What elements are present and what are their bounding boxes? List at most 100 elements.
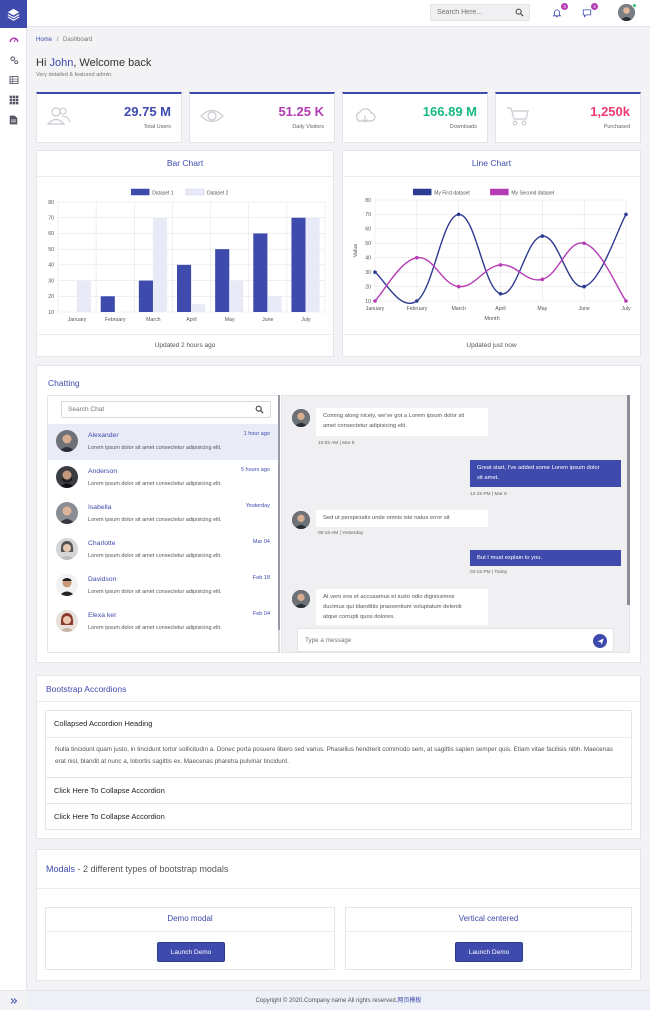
card-divider xyxy=(46,931,334,932)
card-divider xyxy=(343,176,640,177)
cart-icon xyxy=(507,107,529,126)
bar xyxy=(138,280,153,312)
notifications-button[interactable]: 3 xyxy=(549,3,568,21)
x-tick-label: July xyxy=(301,317,311,323)
chat-search-input[interactable] xyxy=(62,402,242,417)
vertical-modal-title: Vertical centered xyxy=(458,914,519,923)
stat-label: Downloads xyxy=(449,124,477,130)
file-icon xyxy=(9,115,18,125)
bar-chart-footer: Updated 2 hours ago xyxy=(37,334,333,356)
stat-card-purchased: 1,250k Purchased xyxy=(495,92,641,143)
bar xyxy=(229,280,244,312)
contact-time: 1 hour ago xyxy=(243,431,270,437)
search-icon[interactable] xyxy=(515,8,524,17)
messages-button[interactable]: 4 xyxy=(579,3,598,21)
contact-time: Mar 04 xyxy=(252,539,270,545)
x-tick-label: January xyxy=(366,306,385,312)
accordion-heading[interactable]: Click Here To Collapse Accordion xyxy=(54,812,165,821)
contact-last-message: Lorem ipsum dolor sit amet consectetur a… xyxy=(88,553,222,559)
header-search-input[interactable] xyxy=(431,5,511,20)
bar xyxy=(305,217,320,312)
accordion-heading[interactable]: Collapsed Accordion Heading xyxy=(54,719,153,728)
chat-search xyxy=(61,401,271,418)
legend-label: My Second dataset xyxy=(511,191,554,197)
contact-name: Isabella xyxy=(88,504,112,511)
bell-icon xyxy=(552,9,562,18)
dashboard-icon xyxy=(8,37,19,43)
contact-list-scrollbar-thumb[interactable] xyxy=(278,395,280,630)
sidebar-item-settings[interactable] xyxy=(0,50,27,70)
eye-icon xyxy=(200,109,224,123)
bar xyxy=(215,249,230,312)
welcome-suffix: , Welcome back xyxy=(73,57,152,69)
brand-logo[interactable] xyxy=(0,0,27,28)
chat-contact-item[interactable]: Anderson 5 hours ago Lorem ipsum dolor s… xyxy=(48,460,279,496)
chat-contact-item[interactable]: Elexa ker Feb 04 Lorem ipsum dolor sit a… xyxy=(48,604,279,640)
sidebar-toggle[interactable] xyxy=(0,990,27,1010)
contact-avatar xyxy=(56,610,78,632)
data-point xyxy=(582,284,586,289)
y-tick-label: 70 xyxy=(48,216,54,222)
accordion-heading[interactable]: Click Here To Collapse Accordion xyxy=(54,786,165,795)
card-divider xyxy=(37,888,640,889)
contact-time: Yesterday xyxy=(245,503,270,509)
y-tick-label: 50 xyxy=(48,247,54,253)
vertical-modal-card: Vertical centered Launch Demo xyxy=(345,907,632,970)
send-button[interactable] xyxy=(593,634,607,648)
bar-chart-title: Bar Chart xyxy=(166,158,204,168)
line-chart-title: Line Chart xyxy=(471,158,512,168)
message-text-line: But I must explain to you. xyxy=(477,555,543,561)
data-point xyxy=(456,212,461,217)
launch-vertical-demo-button[interactable]: Launch Demo xyxy=(455,942,523,962)
message-input[interactable] xyxy=(298,629,568,651)
online-status-dot xyxy=(632,3,637,8)
y-tick-label: 10 xyxy=(48,310,54,316)
footer-text: Copyright © 2020.Company name All rights… xyxy=(255,998,398,1004)
search-icon[interactable] xyxy=(255,405,264,414)
accordion-body: Nulla tincidunt quam justo, in tincidunt… xyxy=(46,737,631,776)
bar xyxy=(152,217,168,312)
contact-last-message: Lorem ipsum dolor sit amet consectetur a… xyxy=(88,517,222,523)
message-time: 09:18 AM | Yesterday xyxy=(318,531,364,536)
breadcrumb-home[interactable]: Home xyxy=(36,37,53,43)
modals-title: Modals xyxy=(46,864,76,874)
launch-demo-button[interactable]: Launch Demo xyxy=(157,942,225,962)
contact-name: Charlotte xyxy=(88,540,116,547)
gears-icon xyxy=(9,56,18,65)
message-text-line: Sed ut perspiciatis unde omnis iste natu… xyxy=(323,515,450,521)
card-divider xyxy=(37,701,640,702)
user-photo-icon xyxy=(618,4,635,21)
chat-contact-item[interactable]: Alexander 1 hour ago Lorem ipsum dolor s… xyxy=(48,424,279,460)
message-text-line: At vero eos et accusamus et iusto odio d… xyxy=(323,594,455,600)
outgoing-message: Great start, I've added some Lorem ipsum… xyxy=(470,460,621,487)
contact-last-message: Lorem ipsum dolor sit amet consectetur a… xyxy=(88,445,222,451)
contact-name: Elexa ker xyxy=(88,612,117,619)
incoming-message: At vero eos et accusamus et iusto odio d… xyxy=(316,589,488,625)
chat-contact-item[interactable]: Isabella Yesterday Lorem ipsum dolor sit… xyxy=(48,496,279,532)
incoming-message: Sed ut perspiciatis unde omnis iste natu… xyxy=(316,510,488,527)
y-tick-label: 40 xyxy=(48,263,54,269)
legend-label: My First dataset xyxy=(434,191,470,197)
bar-chart: Dataset 1 Dataset 2 10 20 30 40 50 60 70 80 Januar… xyxy=(48,188,326,323)
sidebar-item-pages[interactable] xyxy=(0,110,27,130)
footer-link[interactable]: 网页模板 xyxy=(397,998,422,1004)
chat-contact-item[interactable]: Davidson Feb 18 Lorem ipsum dolor sit am… xyxy=(48,568,279,604)
page-footer: Copyright © 2020.Company name All rights… xyxy=(27,990,650,1010)
line-chart-footer: Updated just now xyxy=(343,334,640,356)
chat-contact-item[interactable]: Charlotte Mar 04 Lorem ipsum dolor sit a… xyxy=(48,532,279,568)
message-text-line: atque corrupti quos dolores. xyxy=(323,614,395,620)
contact-avatar xyxy=(56,466,78,488)
legend-swatch xyxy=(490,188,509,196)
bar xyxy=(253,233,268,312)
notifications-badge: 3 xyxy=(561,3,568,10)
bar xyxy=(100,296,115,312)
sidebar-item-grid[interactable] xyxy=(0,90,27,110)
sidebar-item-tables[interactable] xyxy=(0,70,27,90)
user-avatar[interactable] xyxy=(618,4,635,21)
message-avatar xyxy=(292,409,310,427)
messages-scrollbar[interactable] xyxy=(627,395,630,605)
data-point xyxy=(456,284,461,289)
x-tick-label: April xyxy=(495,306,505,312)
page-title: Hi John, Welcome back xyxy=(36,57,151,69)
sidebar-item-dashboard[interactable] xyxy=(0,30,27,50)
